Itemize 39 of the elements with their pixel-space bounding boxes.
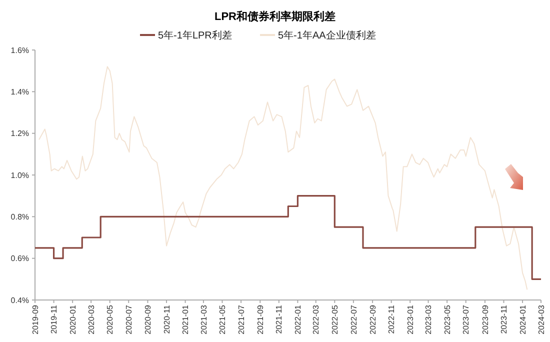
x-tick-label: 2024-01: [518, 304, 528, 334]
x-tick-label: 2020-11: [162, 304, 172, 334]
x-tick-label: 2023-09: [480, 304, 490, 334]
y-tick-label: 0.6%: [10, 254, 29, 264]
x-tick-label: 2022-03: [312, 304, 321, 334]
y-tick-label: 1.0%: [10, 170, 29, 180]
x-tick-label: 2022-07: [349, 304, 358, 334]
x-tick-label: 2019-11: [50, 304, 59, 334]
x-tick-label: 2020-01: [68, 304, 78, 334]
x-tick-label: 2021-11: [274, 304, 284, 334]
line-series: [38, 66, 528, 290]
x-tick-label: 2021-01: [181, 304, 190, 334]
chart-title: LPR和债券利率期限利差: [214, 10, 336, 23]
x-tick-label: 2021-03: [199, 304, 208, 334]
x-tick-label: 2023-03: [424, 304, 434, 334]
x-tick-label: 2020-05: [106, 304, 115, 334]
y-tick-label: 1.4%: [10, 87, 29, 96]
x-tick-label: 2021-09: [256, 304, 265, 334]
x-tick-label: 2022-05: [330, 304, 340, 334]
y-tick-label: 1.6%: [10, 46, 29, 55]
x-tick-label: 2022-11: [387, 304, 396, 334]
x-tick-label: 2019-09: [30, 304, 40, 334]
x-tick-label: 2023-05: [442, 304, 452, 334]
x-tick-label: 2022-01: [294, 304, 302, 334]
x-tick-label: 2023-01: [406, 304, 415, 334]
y-tick-label: 0.8%: [10, 212, 29, 222]
y-tick-label: 0.4%: [10, 296, 29, 305]
x-tick-label: 2024-03: [536, 304, 546, 334]
x-tick-label: 2020-09: [144, 304, 153, 334]
x-tick-label: 2021-07: [236, 304, 246, 334]
x-tick-label: 2020-07: [124, 304, 134, 334]
legend-label: 5年-1年LPR利差: [158, 30, 232, 42]
y-tick-label: 1.2%: [10, 129, 29, 138]
legend-label: 5年-1年AA企业债利差: [278, 30, 376, 42]
x-tick-label: 2023-07: [462, 304, 471, 334]
x-tick-label: 2020-03: [86, 304, 96, 334]
x-tick-label: 2023-11: [500, 304, 509, 334]
x-tick-label: 2021-05: [218, 304, 228, 334]
x-tick-label: 2022-09: [368, 304, 378, 334]
